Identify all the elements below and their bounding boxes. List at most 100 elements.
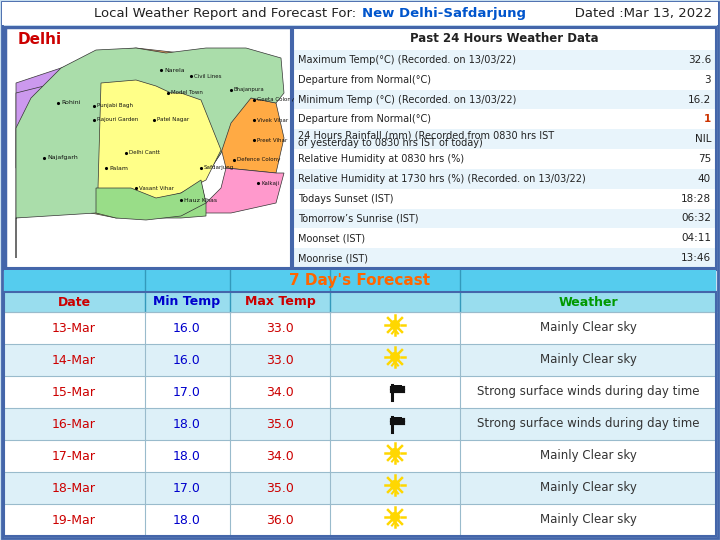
FancyBboxPatch shape — [293, 110, 716, 129]
Text: 34.0: 34.0 — [266, 449, 294, 462]
FancyBboxPatch shape — [293, 208, 716, 228]
FancyBboxPatch shape — [4, 292, 716, 312]
Text: Rajouri Garden: Rajouri Garden — [97, 118, 138, 123]
Text: 24 Hours Rainfall (mm) (Recorded from 0830 hrs IST: 24 Hours Rainfall (mm) (Recorded from 08… — [298, 130, 554, 140]
Circle shape — [391, 512, 400, 522]
FancyBboxPatch shape — [293, 169, 716, 188]
Text: 35.0: 35.0 — [266, 482, 294, 495]
FancyBboxPatch shape — [293, 90, 716, 110]
Polygon shape — [66, 48, 226, 118]
FancyBboxPatch shape — [4, 504, 716, 536]
Text: Date: Date — [58, 295, 91, 308]
Text: Rohini: Rohini — [61, 100, 81, 105]
Text: Min Temp: Min Temp — [153, 295, 220, 308]
Text: 16.0: 16.0 — [173, 321, 201, 334]
FancyBboxPatch shape — [293, 228, 716, 248]
Text: Departure from Normal(°C): Departure from Normal(°C) — [298, 114, 431, 124]
FancyBboxPatch shape — [4, 472, 716, 504]
Text: Strong surface winds during day time: Strong surface winds during day time — [477, 417, 699, 430]
Text: New Delhi-Safdarjung: New Delhi-Safdarjung — [362, 6, 526, 19]
Text: 33.0: 33.0 — [266, 321, 294, 334]
FancyBboxPatch shape — [6, 28, 291, 268]
Text: Todays Sunset (IST): Todays Sunset (IST) — [298, 194, 394, 204]
Polygon shape — [392, 417, 402, 420]
Text: Weather: Weather — [558, 295, 618, 308]
Text: Delhi Cantt: Delhi Cantt — [129, 151, 160, 156]
Text: Preet Vihar: Preet Vihar — [257, 138, 287, 143]
Text: Vivek Vihar: Vivek Vihar — [257, 118, 288, 123]
Text: 18:28: 18:28 — [681, 194, 711, 204]
Polygon shape — [91, 80, 231, 218]
Text: 18-Mar: 18-Mar — [52, 482, 96, 495]
Polygon shape — [16, 83, 101, 218]
Text: Bhajanpura: Bhajanpura — [234, 87, 265, 92]
Text: 7 Day's Forecast: 7 Day's Forecast — [289, 273, 431, 288]
Text: 16.2: 16.2 — [688, 94, 711, 105]
FancyBboxPatch shape — [293, 28, 716, 268]
FancyBboxPatch shape — [4, 408, 716, 440]
Text: 32.6: 32.6 — [688, 55, 711, 65]
Polygon shape — [96, 180, 206, 220]
Text: Defence Colony: Defence Colony — [237, 158, 280, 163]
Polygon shape — [16, 48, 284, 258]
Text: Local Weather Report and Forecast For:: Local Weather Report and Forecast For: — [94, 6, 360, 19]
Text: Mainly Clear sky: Mainly Clear sky — [539, 354, 636, 367]
Text: 14-Mar: 14-Mar — [52, 354, 96, 367]
Text: Safdarjung: Safdarjung — [204, 165, 234, 171]
Text: 3: 3 — [704, 75, 711, 85]
Text: Mainly Clear sky: Mainly Clear sky — [539, 482, 636, 495]
FancyBboxPatch shape — [4, 376, 716, 408]
Text: Civil Lines: Civil Lines — [194, 73, 222, 78]
Text: 13:46: 13:46 — [681, 253, 711, 263]
FancyBboxPatch shape — [293, 149, 716, 169]
Text: 40: 40 — [698, 174, 711, 184]
Polygon shape — [392, 385, 402, 388]
Text: Past 24 Hours Weather Data: Past 24 Hours Weather Data — [410, 31, 599, 44]
Text: 17.0: 17.0 — [173, 386, 201, 399]
Text: Max Temp: Max Temp — [245, 295, 315, 308]
Polygon shape — [94, 178, 206, 218]
Polygon shape — [201, 168, 284, 213]
Text: 33.0: 33.0 — [266, 354, 294, 367]
Polygon shape — [98, 80, 221, 203]
FancyBboxPatch shape — [293, 248, 716, 268]
Text: Departure from Normal(°C): Departure from Normal(°C) — [298, 75, 431, 85]
Text: Narela: Narela — [164, 68, 184, 72]
Text: 35.0: 35.0 — [266, 417, 294, 430]
Text: Vasant Vihar: Vasant Vihar — [139, 186, 174, 191]
Text: 18.0: 18.0 — [173, 417, 201, 430]
Text: 75: 75 — [698, 154, 711, 164]
Text: Moonrise (IST): Moonrise (IST) — [298, 253, 368, 263]
Text: 16-Mar: 16-Mar — [52, 417, 96, 430]
Polygon shape — [221, 98, 284, 173]
Text: 17.0: 17.0 — [173, 482, 201, 495]
Circle shape — [391, 481, 400, 489]
FancyBboxPatch shape — [4, 27, 716, 270]
Text: Mainly Clear sky: Mainly Clear sky — [539, 449, 636, 462]
Text: Patel Nagar: Patel Nagar — [157, 118, 189, 123]
Text: Relative Humidity at 1730 hrs (%) (Recorded. on 13/03/22): Relative Humidity at 1730 hrs (%) (Recor… — [298, 174, 586, 184]
Text: Minimum Temp (°C) (Recorded. on 13/03/22): Minimum Temp (°C) (Recorded. on 13/03/22… — [298, 94, 516, 105]
Text: 13-Mar: 13-Mar — [52, 321, 96, 334]
Text: Model Town: Model Town — [171, 91, 203, 96]
Text: 1: 1 — [703, 114, 711, 124]
Text: 19-Mar: 19-Mar — [52, 514, 96, 526]
Text: 18.0: 18.0 — [173, 449, 201, 462]
Circle shape — [391, 449, 400, 457]
Text: Tomorrow’s Sunrise (IST): Tomorrow’s Sunrise (IST) — [298, 213, 418, 224]
Text: 04:11: 04:11 — [681, 233, 711, 244]
FancyBboxPatch shape — [293, 129, 716, 149]
Text: 06:32: 06:32 — [681, 213, 711, 224]
Text: Punjabi Bagh: Punjabi Bagh — [97, 104, 133, 109]
Text: 18.0: 18.0 — [173, 514, 201, 526]
Text: Geeta Colony: Geeta Colony — [257, 98, 294, 103]
FancyBboxPatch shape — [4, 312, 716, 344]
FancyBboxPatch shape — [4, 440, 716, 472]
Text: Moonset (IST): Moonset (IST) — [298, 233, 365, 244]
Text: Maximum Temp(°C) (Recorded. on 13/03/22): Maximum Temp(°C) (Recorded. on 13/03/22) — [298, 55, 516, 65]
Text: 16.0: 16.0 — [173, 354, 201, 367]
Text: 36.0: 36.0 — [266, 514, 294, 526]
Text: 15-Mar: 15-Mar — [52, 386, 96, 399]
Polygon shape — [61, 83, 146, 140]
FancyBboxPatch shape — [293, 188, 716, 208]
